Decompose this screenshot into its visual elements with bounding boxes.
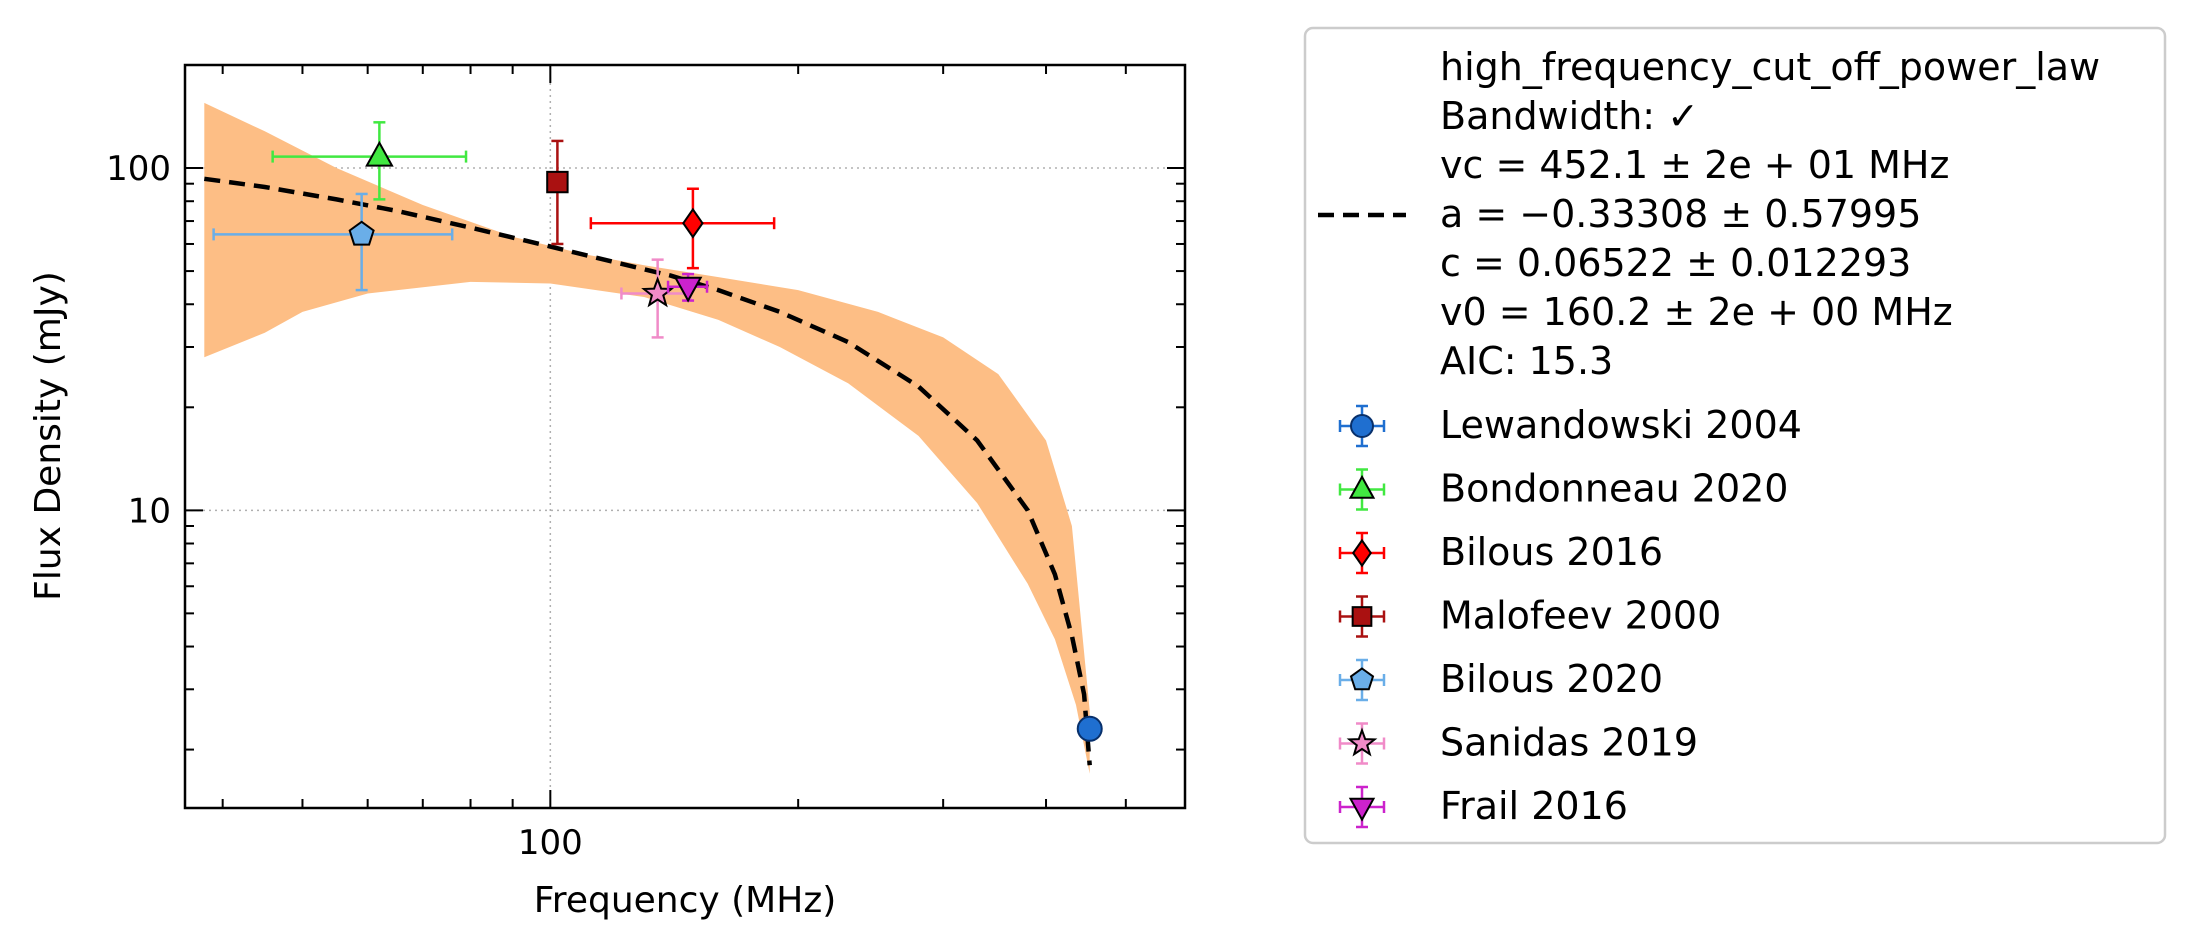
legend-fit-text: high_frequency_cut_off_power_law	[1440, 45, 2100, 89]
tick-labels: 100 10 100	[106, 149, 583, 863]
data-point	[546, 170, 569, 194]
legend-marker	[1350, 414, 1374, 438]
legend-label: Bilous 2020	[1440, 657, 1663, 701]
series-0	[1076, 715, 1103, 742]
legend-fit-text: a = −0.33308 ± 0.57995	[1440, 192, 1921, 236]
legend-marker	[1348, 797, 1376, 822]
data-point	[673, 276, 703, 303]
data-point	[365, 140, 394, 167]
fit-curve	[203, 176, 1092, 766]
legend-label: Lewandowski 2004	[1440, 403, 1802, 447]
series-4	[212, 192, 454, 292]
fit-confidence-band	[204, 102, 1090, 774]
legend-fit-text: AIC: 15.3	[1440, 339, 1613, 383]
data-point	[682, 207, 704, 239]
legend-marker	[1346, 727, 1378, 757]
legend-label: Bondonneau 2020	[1440, 467, 1788, 511]
x-axis-title: Frequency (MHz)	[534, 880, 837, 921]
legend-label: Sanidas 2019	[1440, 721, 1698, 765]
series-6	[666, 272, 709, 303]
data-point	[348, 220, 375, 246]
series-1	[271, 121, 468, 201]
legend: high_frequency_cut_off_power_law Bandwidt…	[1303, 26, 2167, 845]
x-tick-label: 100	[518, 823, 583, 863]
legend-label: Malofeev 2000	[1440, 594, 1721, 638]
y-axis-title: Flux Density (mJy)	[28, 271, 69, 601]
legend-fit-text: v0 = 160.2 ± 2e + 00 MHz	[1440, 290, 1953, 334]
legend-fit-text: c = 0.06522 ± 0.012293	[1440, 241, 1911, 285]
y-tick-label: 10	[128, 491, 171, 531]
series-3	[546, 139, 569, 246]
legend-marker	[1348, 474, 1376, 499]
axes-frame	[183, 63, 1187, 810]
legend-marker	[1349, 667, 1375, 691]
grid	[185, 65, 1185, 808]
legend-box	[1303, 26, 2167, 845]
legend-label: Bilous 2016	[1440, 530, 1663, 574]
data-point	[1076, 715, 1103, 742]
data-points	[212, 121, 1103, 742]
axis-ticks	[185, 65, 1185, 808]
series-2	[589, 187, 776, 270]
legend-fit-text: vc = 452.1 ± 2e + 01 MHz	[1440, 143, 1949, 187]
legend-marker	[1351, 538, 1373, 568]
legend-label: Frail 2016	[1440, 784, 1628, 828]
y-tick-label: 100	[106, 149, 171, 189]
legend-fit-text: Bandwidth: ✓	[1440, 94, 1699, 138]
legend-marker	[1351, 606, 1373, 627]
